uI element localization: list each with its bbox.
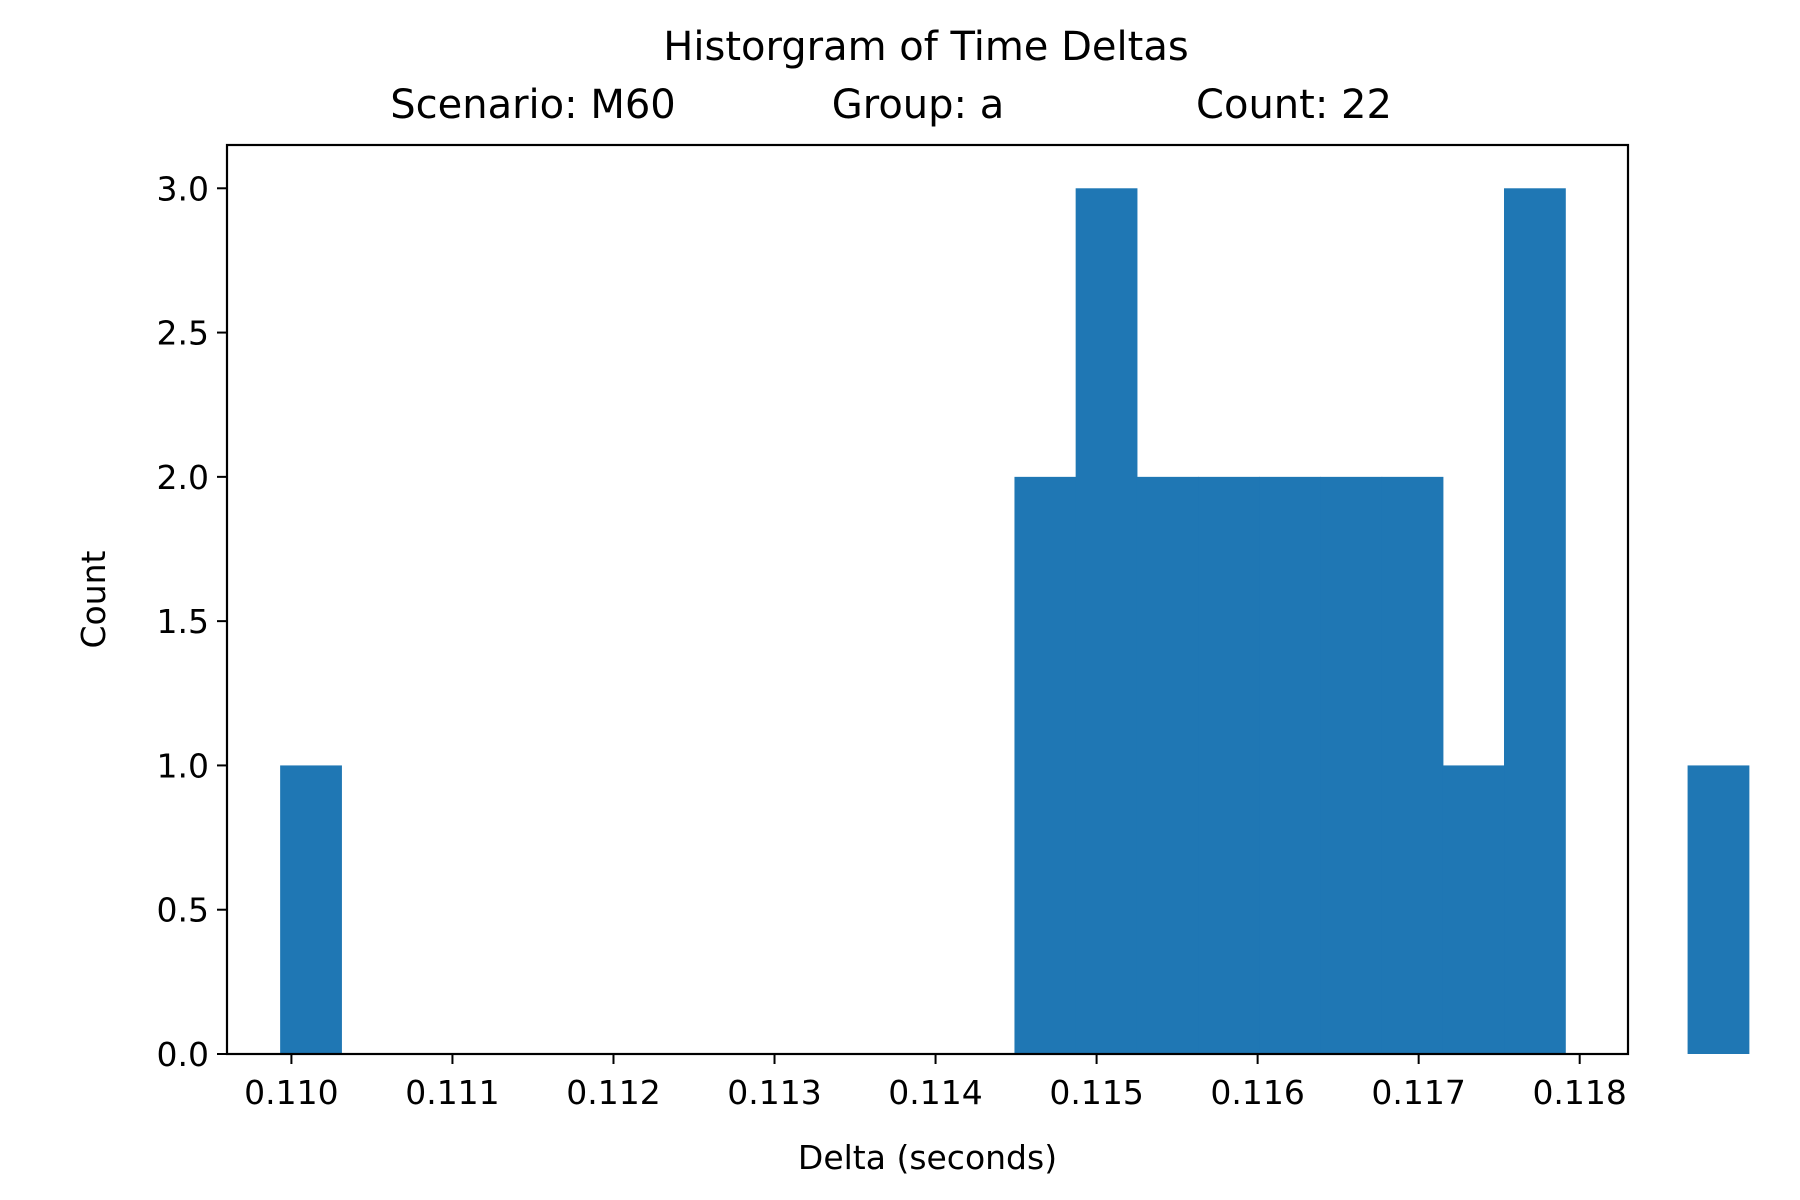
x-tick-label: 0.110 <box>244 1073 338 1112</box>
y-tick-label: 1.0 <box>157 746 209 785</box>
histogram-bar <box>1320 476 1383 1054</box>
histogram-bar <box>280 765 342 1054</box>
bars-group <box>280 188 1750 1055</box>
y-tick-label: 0.0 <box>157 1035 209 1074</box>
y-tick-label: 2.5 <box>157 314 209 353</box>
histogram-bar <box>1014 476 1077 1054</box>
histogram-bar <box>1198 476 1260 1054</box>
x-tick-label: 0.116 <box>1210 1073 1304 1112</box>
y-axis-label: Count <box>74 550 113 648</box>
histogram-bar <box>1442 765 1505 1054</box>
x-tick-label: 0.114 <box>888 1073 982 1112</box>
histogram-bar <box>1136 476 1199 1054</box>
histogram-bar <box>1381 476 1444 1054</box>
x-tick-label: 0.111 <box>405 1073 499 1112</box>
y-axis: 0.0 0.5 1.0 1.5 2.0 2.5 3.0 <box>157 169 227 1074</box>
y-tick-label: 3.0 <box>157 169 209 208</box>
histogram-bar <box>1687 765 1750 1054</box>
x-tick-label: 0.112 <box>566 1073 660 1112</box>
histogram-bar <box>1075 188 1138 1055</box>
y-tick-label: 0.5 <box>157 891 209 930</box>
histogram-bar <box>1259 476 1322 1054</box>
x-tick-label: 0.115 <box>1049 1073 1143 1112</box>
x-axis: 0.110 0.111 0.112 0.113 0.114 0.115 0.116 0.117… <box>244 1054 1627 1112</box>
x-tick-label: 0.117 <box>1371 1073 1465 1112</box>
subtitle-part: Group: a <box>832 82 1004 128</box>
x-axis-label: Delta (seconds) <box>798 1138 1057 1177</box>
x-tick-label: 0.113 <box>727 1073 821 1112</box>
histogram-bar <box>1504 188 1566 1055</box>
x-tick-label: 0.118 <box>1532 1073 1626 1112</box>
chart-subtitle: Scenario: M60 Group: a Count: 22 <box>390 82 1392 128</box>
chart-title: Historgram of Time Deltas <box>663 24 1188 70</box>
y-tick-label: 2.0 <box>157 458 209 497</box>
plot-frame <box>225 143 1630 1056</box>
y-tick-label: 1.5 <box>157 602 209 641</box>
subtitle-part: Count: 22 <box>1196 82 1392 128</box>
subtitle-part: Scenario: M60 <box>390 82 676 128</box>
